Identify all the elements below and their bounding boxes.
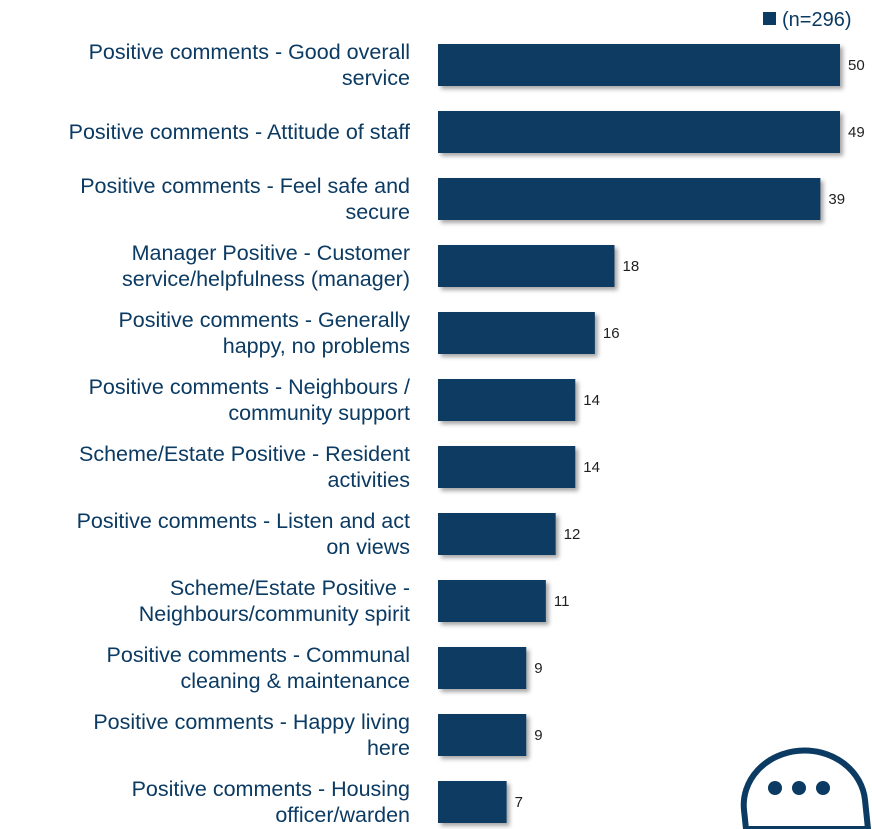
bar <box>438 178 821 220</box>
value-label: 49 <box>848 124 865 141</box>
category-label-line: happy, no problems <box>223 334 410 358</box>
category-labels: Positive comments - Good overall serviceP… <box>69 40 411 827</box>
value-label: 18 <box>622 258 639 275</box>
legend-label: (n=296) <box>782 9 852 31</box>
bar <box>438 312 595 354</box>
bar <box>438 781 507 823</box>
category-label-line: Positive comments - Attitude of staff <box>69 120 410 144</box>
category-label: Positive comments - Neighbours / communit… <box>89 375 410 425</box>
category-label-line: Positive comments - Feel safe and <box>80 174 410 198</box>
category-label-line: service/helpfulness (manager) <box>122 267 410 291</box>
category-label-line: here <box>367 736 410 760</box>
category-label: Positive comments - Good overall service <box>89 40 410 90</box>
value-label: 9 <box>534 727 542 744</box>
bar <box>438 513 556 555</box>
category-label-line: Positive comments - Generally <box>118 308 410 332</box>
value-label: 9 <box>534 660 542 677</box>
category-label-line: officer/warden <box>275 803 410 827</box>
value-label: 16 <box>603 325 620 342</box>
bars-group <box>438 44 840 823</box>
value-label: 12 <box>564 526 581 543</box>
category-label: Positive comments - Happy living here <box>93 710 410 760</box>
category-label: Positive comments - Feel safe and secure <box>80 174 410 224</box>
legend-swatch <box>763 12 776 25</box>
category-label-line: Positive comments - Listen and act <box>77 509 410 533</box>
category-label: Positive comments - Housing officer/warde… <box>132 777 410 827</box>
bar <box>438 580 546 622</box>
category-label-line: community support <box>228 401 410 425</box>
chat-bubble-icon[interactable] <box>740 747 872 829</box>
category-label-line: Neighbours/community spirit <box>139 602 410 626</box>
bar <box>438 379 576 421</box>
category-label-line: Positive comments - Neighbours / <box>89 375 410 399</box>
category-label-line: Scheme/Estate Positive - Resident <box>79 442 410 466</box>
category-label: Manager Positive - Customer service/helpf… <box>122 241 410 291</box>
value-label: 50 <box>848 57 865 74</box>
category-label: Positive comments - Listen and act on vie… <box>77 509 410 559</box>
bar <box>438 446 576 488</box>
category-label: Positive comments - Generally happy, no p… <box>118 308 410 358</box>
category-label: Scheme/Estate Positive - Resident activit… <box>79 442 410 492</box>
category-label-line: secure <box>345 200 410 224</box>
value-labels: 50 49 39 18 16 14 14 12 11 9 9 7 <box>515 57 865 811</box>
category-label-line: Positive comments - Communal <box>107 643 410 667</box>
category-label-line: cleaning & maintenance <box>181 669 411 693</box>
category-label-line: Positive comments - Housing <box>132 777 410 801</box>
category-label-line: Manager Positive - Customer <box>132 241 410 265</box>
category-label-line: on views <box>326 535 410 559</box>
category-label-line: activities <box>328 468 410 492</box>
bar <box>438 647 527 689</box>
value-label: 11 <box>554 593 570 610</box>
category-label-line: Positive comments - Good overall <box>89 40 410 64</box>
category-label: Positive comments - Attitude of staff <box>69 120 410 144</box>
value-label: 7 <box>515 794 523 811</box>
bar <box>438 44 840 86</box>
bar <box>438 714 527 756</box>
bar <box>438 111 840 153</box>
category-label: Positive comments - Communal cleaning & m… <box>107 643 410 693</box>
value-label: 14 <box>583 392 600 409</box>
category-label-line: service <box>342 66 410 90</box>
legend: (n=296) <box>763 9 852 31</box>
category-label-line: Positive comments - Happy living <box>93 710 410 734</box>
value-label: 39 <box>828 191 845 208</box>
value-label: 14 <box>583 459 600 476</box>
category-label-line: Scheme/Estate Positive - <box>170 576 410 600</box>
bar <box>438 245 615 287</box>
category-label: Scheme/Estate Positive -Neighbours/commu… <box>139 576 410 626</box>
